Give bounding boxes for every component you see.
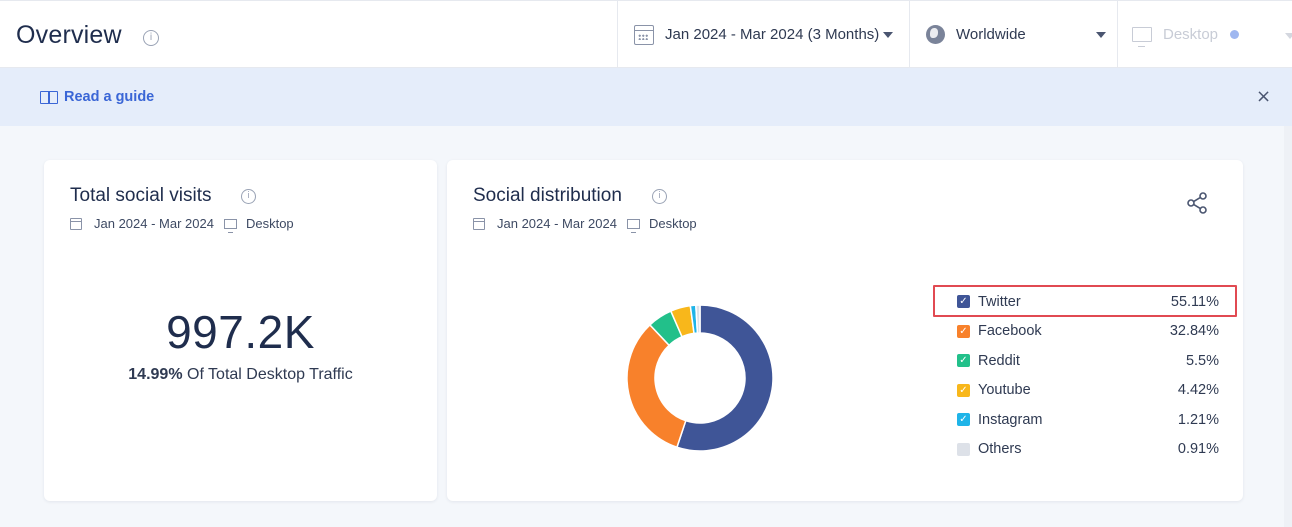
- card-subtitle: Jan 2024 - Mar 2024 Desktop: [70, 216, 294, 233]
- info-icon[interactable]: i: [143, 30, 159, 46]
- checkbox-icon[interactable]: ✓: [957, 383, 970, 397]
- total-visits-value: 997.2K: [166, 306, 315, 358]
- globe-icon: [926, 25, 945, 44]
- legend-label: Others: [978, 441, 1022, 458]
- legend-item-twitter[interactable]: ✓ Twitter 55.11%: [957, 287, 1221, 317]
- card-device: Desktop: [648, 216, 697, 231]
- device-indicator-dot: [1230, 30, 1240, 39]
- legend-item-facebook[interactable]: ✓ Facebook 32.84%: [957, 317, 1221, 347]
- traffic-share-text: Of Total Desktop Traffic: [187, 366, 353, 383]
- donut-chart: [626, 304, 774, 452]
- total-social-visits-card: Total social visits i Jan 2024 - Mar 202…: [44, 160, 437, 501]
- scrollbar-track[interactable]: [1284, 126, 1292, 527]
- legend-item-instagram[interactable]: ✓ Instagram 1.21%: [957, 405, 1221, 435]
- chevron-down-icon: [1096, 32, 1106, 38]
- checkbox-icon[interactable]: ✓: [957, 324, 970, 338]
- date-range-label: Jan 2024 - Mar 2024 (3 Months): [665, 26, 880, 43]
- social-distribution-card: Social distribution i Jan 2024 - Mar 202…: [447, 160, 1243, 501]
- legend-percent: 5.5%: [1185, 352, 1219, 369]
- legend-label: Facebook: [978, 323, 1042, 340]
- desktop-icon: [223, 218, 237, 233]
- read-guide-label: Read a guide: [64, 89, 155, 105]
- legend-item-youtube[interactable]: ✓ Youtube 4.42%: [957, 376, 1221, 406]
- traffic-share-percent: 14.99%: [128, 366, 183, 383]
- book-icon: [40, 91, 58, 104]
- device-selector[interactable]: Desktop: [1117, 1, 1292, 68]
- chevron-down-icon: [1285, 33, 1292, 39]
- read-guide-link[interactable]: Read a guide: [40, 89, 154, 105]
- legend-item-others[interactable]: Others 0.91%: [957, 435, 1221, 465]
- legend-label: Instagram: [978, 411, 1043, 428]
- chart-legend: ✓ Twitter 55.11% ✓ Facebook 32.84% ✓ Reddit 5.5%…: [957, 287, 1221, 464]
- legend-percent: 0.91%: [1177, 441, 1219, 458]
- page-title: Overview: [16, 21, 122, 49]
- checkbox-icon[interactable]: ✓: [957, 354, 970, 368]
- card-title: Total social visits: [70, 185, 212, 206]
- donut-slice-others[interactable]: [695, 304, 701, 334]
- card-subtitle: Jan 2024 - Mar 2024 Desktop: [473, 216, 697, 233]
- checkbox-icon[interactable]: [957, 442, 970, 456]
- legend-item-reddit[interactable]: ✓ Reddit 5.5%: [957, 346, 1221, 376]
- chevron-down-icon: [883, 31, 894, 38]
- donut-slice-facebook[interactable]: [626, 323, 687, 449]
- card-date: Jan 2024 - Mar 2024: [497, 216, 617, 231]
- traffic-share: 14.99% Of Total Desktop Traffic: [44, 366, 437, 384]
- close-icon[interactable]: ×: [1256, 86, 1272, 107]
- legend-percent: 1.21%: [1177, 411, 1219, 428]
- legend-label: Reddit: [978, 352, 1020, 369]
- desktop-icon: [1132, 27, 1152, 47]
- legend-percent: 4.42%: [1177, 382, 1219, 399]
- calendar-icon: [634, 24, 654, 45]
- legend-label: Youtube: [978, 382, 1031, 399]
- legend-percent: 55.11%: [1170, 293, 1219, 310]
- card-date: Jan 2024 - Mar 2024: [94, 216, 214, 231]
- desktop-icon: [626, 218, 640, 233]
- calendar-icon: [473, 217, 485, 230]
- card-title: Social distribution: [473, 185, 622, 206]
- date-range-selector[interactable]: Jan 2024 - Mar 2024 (3 Months): [617, 1, 909, 68]
- legend-label: Twitter: [978, 293, 1021, 310]
- card-device: Desktop: [245, 216, 294, 231]
- header-bar: Overview i Jan 2024 - Mar 2024 (3 Months…: [0, 0, 1292, 68]
- share-icon[interactable]: [1184, 190, 1210, 216]
- calendar-icon: [70, 217, 82, 230]
- donut-slice-twitter[interactable]: [675, 304, 774, 452]
- guide-banner: Read a guide: [0, 68, 1292, 126]
- info-icon[interactable]: i: [652, 189, 667, 204]
- device-label: Desktop: [1163, 26, 1219, 43]
- region-selector[interactable]: Worldwide: [909, 1, 1117, 68]
- checkbox-icon[interactable]: ✓: [957, 413, 970, 427]
- region-label: Worldwide: [956, 26, 1026, 43]
- legend-percent: 32.84%: [1169, 323, 1219, 340]
- checkbox-icon[interactable]: ✓: [957, 295, 970, 309]
- info-icon[interactable]: i: [241, 189, 256, 204]
